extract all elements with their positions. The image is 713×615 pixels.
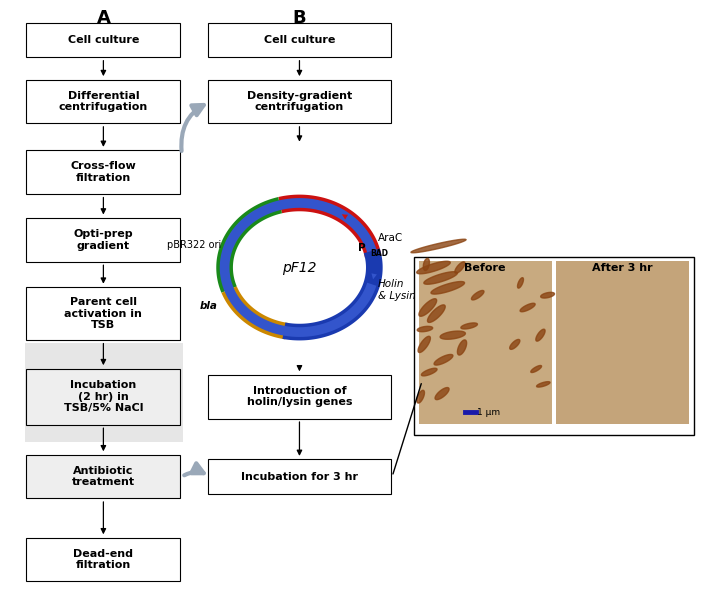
Polygon shape <box>530 365 542 373</box>
Text: Cross-flow
filtration: Cross-flow filtration <box>71 161 136 183</box>
Text: pF12: pF12 <box>282 261 317 274</box>
Polygon shape <box>540 292 555 298</box>
Polygon shape <box>434 354 453 365</box>
Polygon shape <box>520 303 535 312</box>
Polygon shape <box>417 391 424 403</box>
Text: Introduction of
holin/lysin genes: Introduction of holin/lysin genes <box>247 386 352 408</box>
Text: B: B <box>292 9 307 27</box>
Text: BAD: BAD <box>371 248 389 258</box>
Polygon shape <box>431 282 465 294</box>
Polygon shape <box>510 339 520 349</box>
Text: Density-gradient
centrifugation: Density-gradient centrifugation <box>247 90 352 113</box>
FancyBboxPatch shape <box>26 455 180 498</box>
FancyBboxPatch shape <box>414 257 694 435</box>
FancyBboxPatch shape <box>26 218 180 262</box>
Text: pBR322 ori: pBR322 ori <box>167 240 221 250</box>
Text: Cell culture: Cell culture <box>264 35 335 45</box>
FancyArrowPatch shape <box>393 384 421 474</box>
FancyBboxPatch shape <box>26 369 180 425</box>
Polygon shape <box>518 277 523 288</box>
Text: Before: Before <box>464 263 506 273</box>
FancyBboxPatch shape <box>26 287 180 340</box>
FancyBboxPatch shape <box>208 80 391 124</box>
Polygon shape <box>537 382 550 387</box>
Polygon shape <box>536 329 545 341</box>
Polygon shape <box>458 340 466 355</box>
FancyBboxPatch shape <box>26 23 180 57</box>
Text: Antibiotic
treatment: Antibiotic treatment <box>72 466 135 488</box>
Text: Cell culture: Cell culture <box>68 35 139 45</box>
Polygon shape <box>424 258 429 271</box>
Polygon shape <box>435 387 449 400</box>
FancyBboxPatch shape <box>208 459 391 494</box>
Text: Dead-end
filtration: Dead-end filtration <box>73 549 133 571</box>
Polygon shape <box>411 239 466 253</box>
Text: Incubation
(2 hr) in
TSB/5% NaCl: Incubation (2 hr) in TSB/5% NaCl <box>63 380 143 413</box>
Polygon shape <box>421 368 437 376</box>
Text: AraC: AraC <box>378 234 403 244</box>
Text: 1 μm: 1 μm <box>477 408 500 416</box>
Text: Opti-prep
gradient: Opti-prep gradient <box>73 229 133 251</box>
FancyBboxPatch shape <box>26 538 180 582</box>
Polygon shape <box>461 323 478 329</box>
FancyArrowPatch shape <box>184 463 204 475</box>
Polygon shape <box>471 290 484 300</box>
Polygon shape <box>455 262 465 273</box>
Text: P: P <box>358 243 366 253</box>
FancyBboxPatch shape <box>208 375 391 419</box>
Polygon shape <box>428 305 445 322</box>
Text: Holin
& Lysin: Holin & Lysin <box>378 279 416 301</box>
Polygon shape <box>419 299 436 316</box>
Polygon shape <box>416 261 451 274</box>
Text: A: A <box>96 9 111 27</box>
Text: Differential
centrifugation: Differential centrifugation <box>58 90 148 113</box>
FancyBboxPatch shape <box>26 151 180 194</box>
FancyBboxPatch shape <box>208 23 391 57</box>
Polygon shape <box>417 327 433 331</box>
Text: After 3 hr: After 3 hr <box>593 263 653 273</box>
FancyBboxPatch shape <box>25 343 183 442</box>
FancyBboxPatch shape <box>26 80 180 124</box>
Text: Incubation for 3 hr: Incubation for 3 hr <box>241 472 358 482</box>
FancyBboxPatch shape <box>419 261 552 424</box>
FancyArrowPatch shape <box>181 105 204 151</box>
Text: bla: bla <box>200 301 217 311</box>
Text: Parent cell
activation in
TSB: Parent cell activation in TSB <box>64 297 143 330</box>
Polygon shape <box>418 336 431 352</box>
Polygon shape <box>424 272 458 284</box>
Polygon shape <box>440 331 466 339</box>
FancyBboxPatch shape <box>556 261 689 424</box>
